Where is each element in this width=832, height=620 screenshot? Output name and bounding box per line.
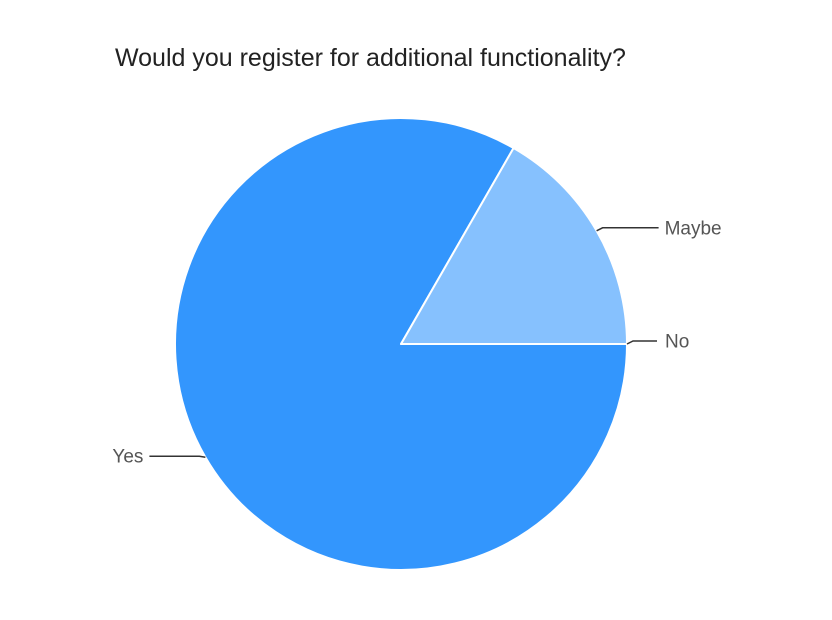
leader-line-maybe (596, 227, 659, 232)
slice-label-no: No (665, 332, 689, 353)
pie-slices (174, 117, 628, 571)
leader-line-no (626, 340, 657, 345)
slice-labels: Yes Maybe No (112, 218, 721, 467)
pie-slice-maybe (400, 147, 628, 345)
leader-line-yes (149, 455, 206, 458)
leader-lines (149, 227, 659, 458)
slice-label-yes: Yes (112, 447, 143, 468)
chart-title: Would you register for additional functi… (115, 44, 626, 72)
slice-label-maybe: Maybe (665, 218, 722, 239)
